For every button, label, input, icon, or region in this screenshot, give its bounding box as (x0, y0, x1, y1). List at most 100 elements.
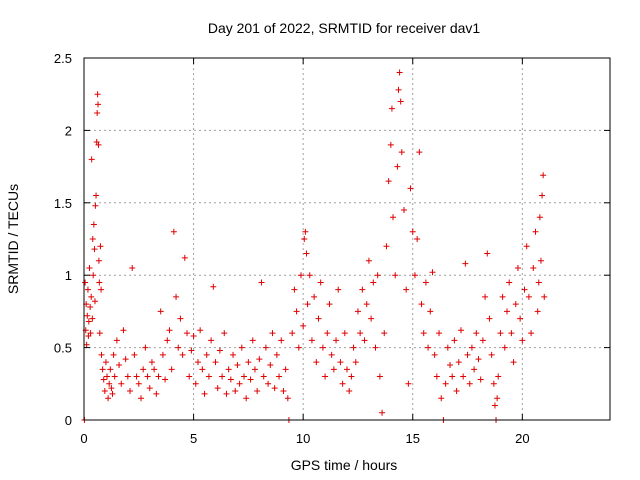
data-point (528, 330, 535, 337)
data-point (96, 330, 103, 337)
data-point (313, 359, 320, 366)
data-point (341, 330, 348, 337)
data-point (153, 390, 160, 397)
data-point (328, 351, 335, 358)
data-point (539, 192, 546, 199)
data-point (227, 376, 234, 383)
data-point (240, 373, 247, 380)
data-point (105, 395, 112, 402)
data-point (449, 373, 456, 380)
data-point (512, 301, 519, 308)
data-point (234, 361, 241, 368)
data-point (395, 86, 402, 93)
y-axis-label: SRMTID / TECUs (5, 184, 21, 294)
data-point (486, 315, 493, 322)
data-point (221, 330, 228, 337)
data-point (354, 308, 361, 315)
data-point (418, 301, 425, 308)
data-point (87, 330, 94, 337)
data-point (397, 98, 404, 105)
data-point (192, 380, 199, 387)
y-tick-label: 1 (65, 268, 72, 283)
data-point (100, 376, 107, 383)
data-point (475, 356, 482, 363)
data-point (104, 373, 111, 380)
data-point (438, 395, 445, 402)
data-point (111, 373, 118, 380)
data-point (535, 279, 542, 286)
data-point (400, 207, 407, 214)
data-point (484, 250, 491, 257)
data-point (102, 359, 109, 366)
data-point (88, 293, 95, 300)
data-point (247, 376, 254, 383)
data-point (271, 385, 278, 392)
data-point (84, 286, 91, 293)
data-point (523, 243, 530, 250)
data-point (107, 366, 114, 373)
data-point (416, 149, 423, 156)
y-tick-label: 2.5 (54, 51, 72, 66)
data-point (251, 366, 258, 373)
data-point (536, 214, 543, 221)
data-point (508, 330, 515, 337)
data-point (84, 312, 91, 319)
data-point (83, 341, 90, 348)
data-point (464, 351, 471, 358)
data-point (254, 388, 261, 395)
data-point (282, 366, 289, 373)
data-point (181, 254, 188, 261)
data-point (359, 286, 366, 293)
data-point (497, 330, 504, 337)
data-point (86, 264, 93, 271)
data-point (101, 388, 108, 395)
data-point (258, 279, 265, 286)
data-point (453, 388, 460, 395)
data-point (376, 373, 383, 380)
data-point (110, 351, 117, 358)
data-point (137, 395, 144, 402)
data-point (455, 359, 462, 366)
data-point (276, 373, 283, 380)
data-point (133, 373, 140, 380)
data-point (361, 337, 368, 344)
data-point (350, 344, 357, 351)
data-point (162, 376, 169, 383)
data-point (170, 228, 177, 235)
data-point (357, 330, 364, 337)
data-point (96, 279, 103, 286)
data-point (148, 359, 155, 366)
data-point (210, 283, 217, 290)
data-point (157, 308, 164, 315)
chart-title: Day 201 of 2022, SRMTID for receiver dav… (208, 20, 481, 36)
data-point (212, 359, 219, 366)
data-point (295, 344, 302, 351)
data-point (238, 344, 245, 351)
data-point (324, 330, 331, 337)
data-point (396, 69, 403, 76)
data-point (194, 359, 201, 366)
data-point (506, 279, 513, 286)
data-point (303, 250, 310, 257)
data-point (302, 228, 309, 235)
data-point (541, 293, 548, 300)
data-point (433, 373, 440, 380)
data-point (429, 269, 436, 276)
data-point (127, 388, 134, 395)
data-point (530, 264, 537, 271)
data-point (108, 385, 115, 392)
data-point (388, 105, 395, 112)
data-point (537, 257, 544, 264)
data-point (135, 380, 142, 387)
data-point (460, 373, 467, 380)
data-point (278, 337, 285, 344)
data-point (173, 293, 180, 300)
data-point (490, 380, 497, 387)
data-point (473, 330, 480, 337)
data-point (90, 272, 97, 279)
data-point (232, 388, 239, 395)
data-point (525, 293, 532, 300)
data-point (151, 366, 158, 373)
data-point (339, 380, 346, 387)
data-point (495, 373, 502, 380)
